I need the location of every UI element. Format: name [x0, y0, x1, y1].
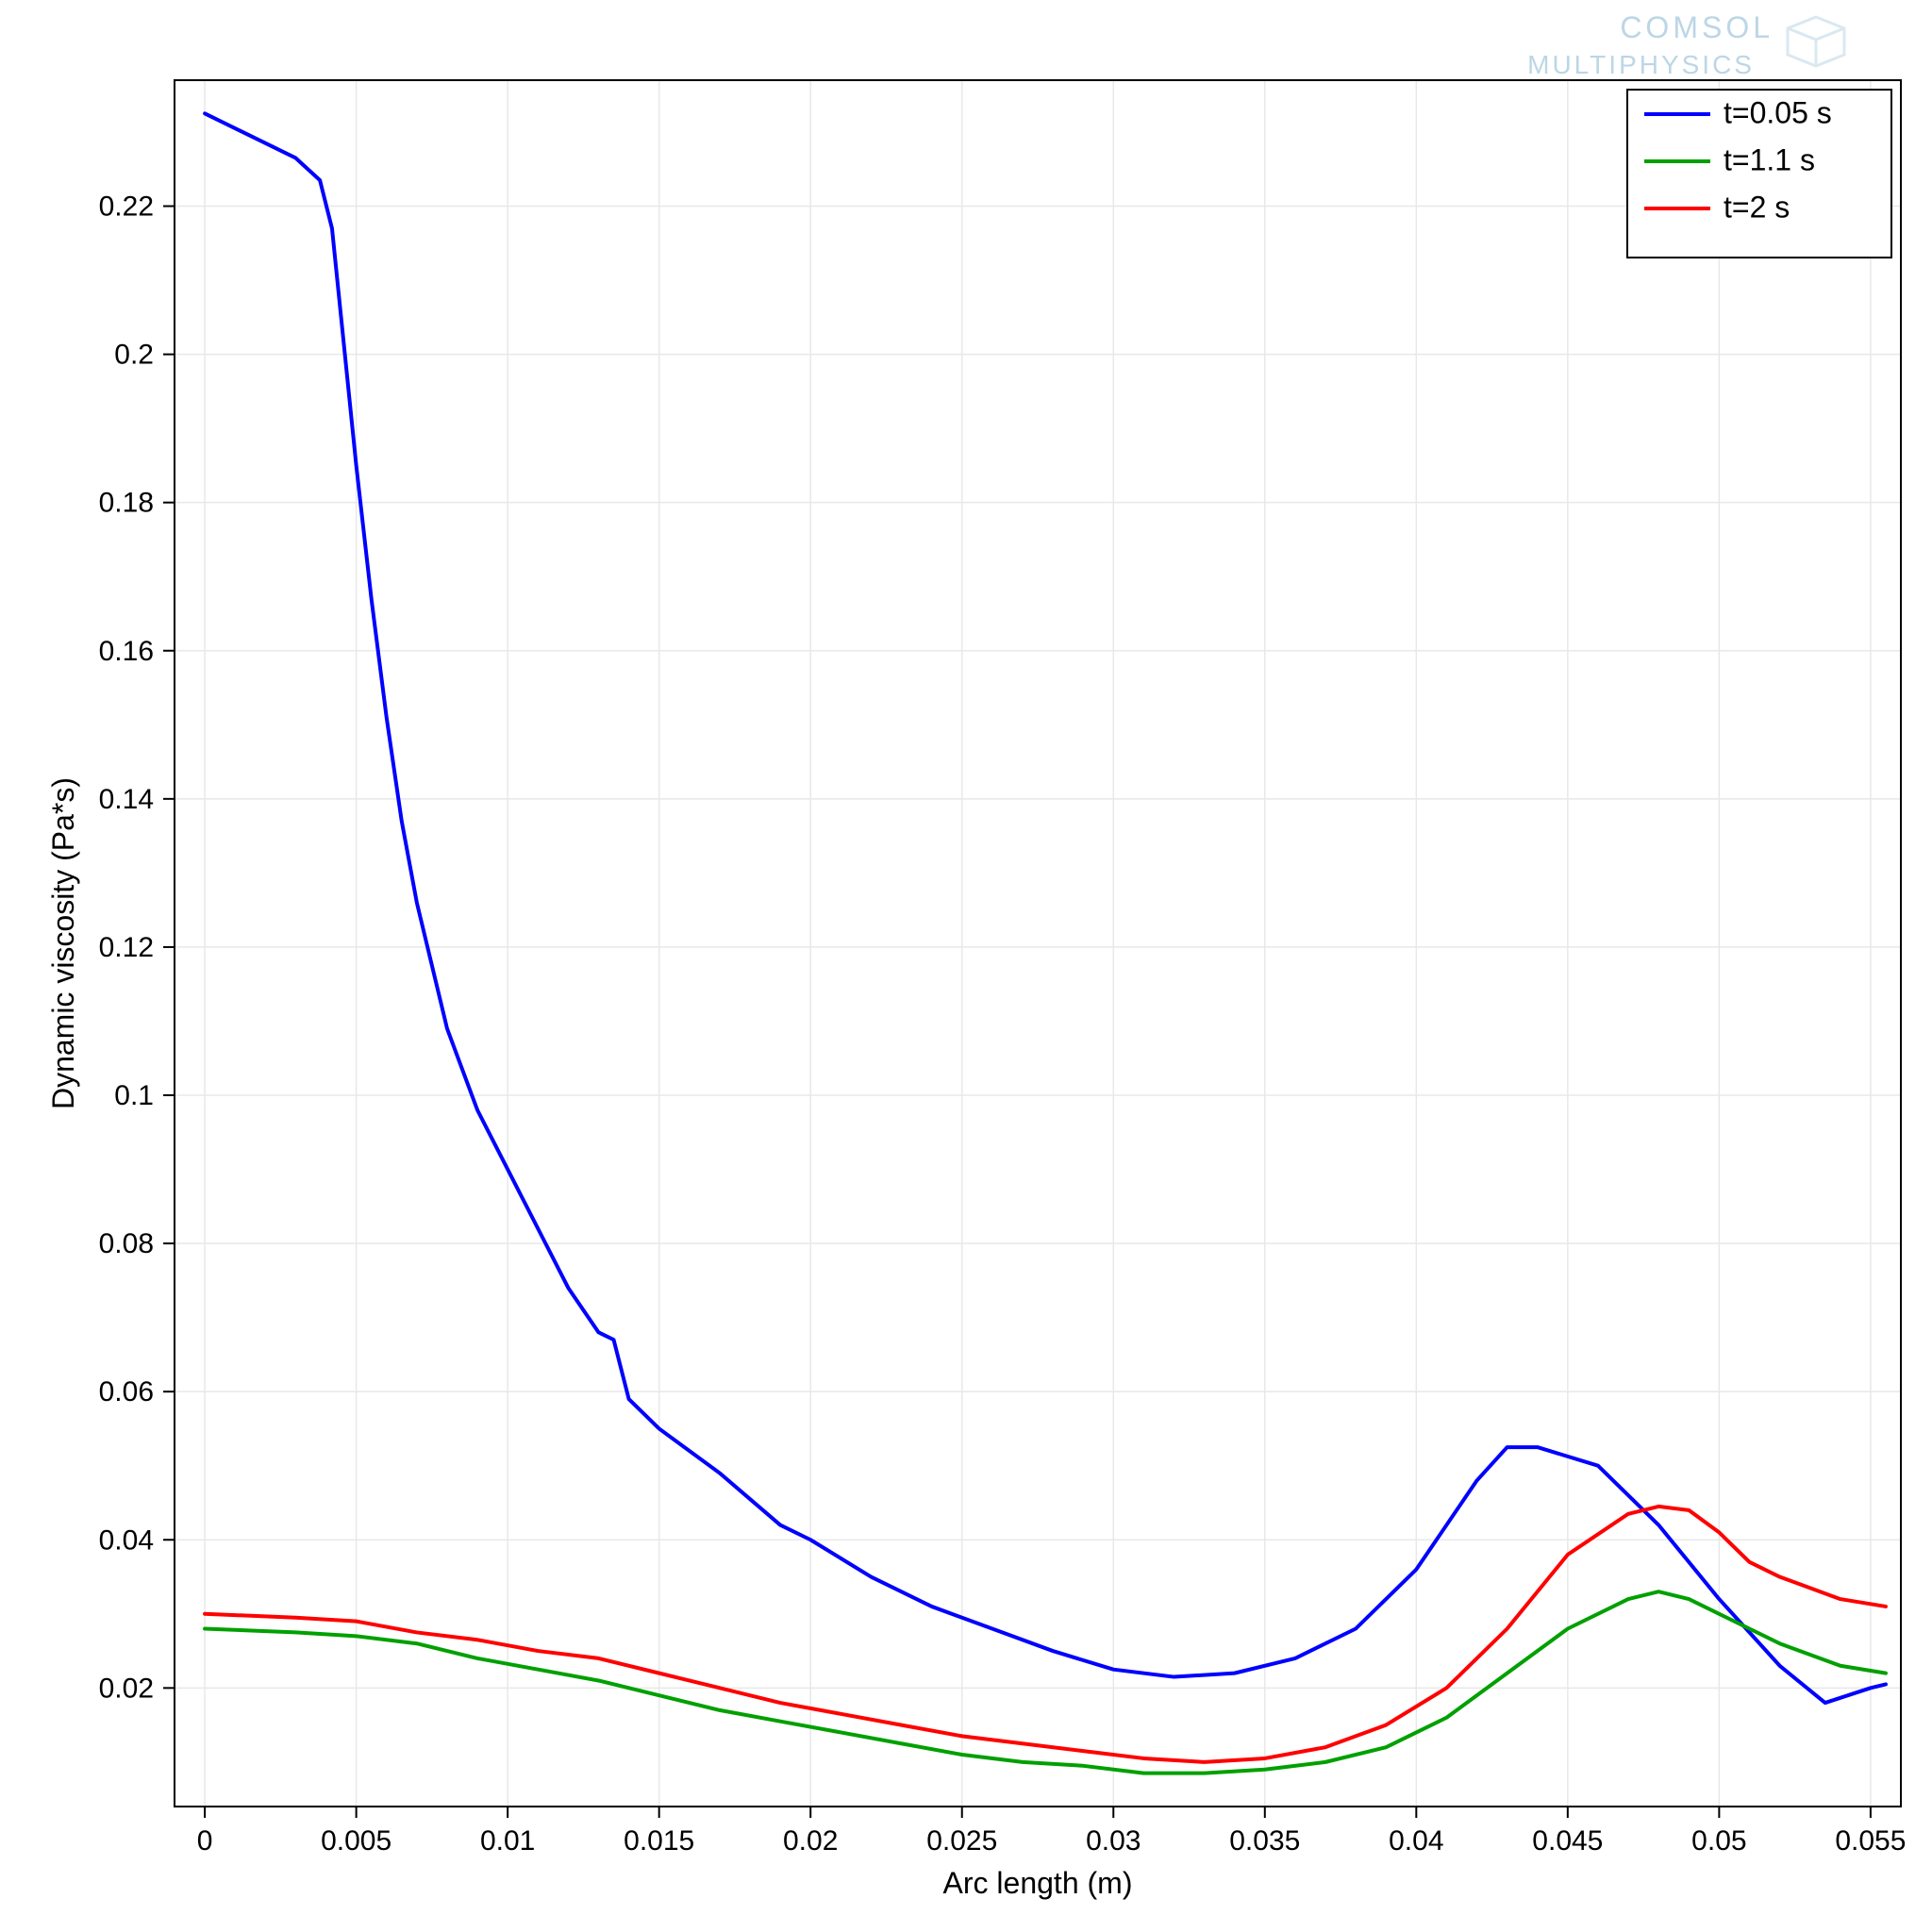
x-tick-label: 0 — [197, 1825, 213, 1857]
y-tick-label: 0.06 — [99, 1376, 154, 1407]
y-tick-label: 0.02 — [99, 1673, 154, 1704]
x-tick-label: 0.025 — [926, 1825, 997, 1857]
legend-label: t=0.05 s — [1724, 96, 1832, 130]
y-tick-label: 0.14 — [99, 784, 154, 815]
x-tick-label: 0.04 — [1389, 1825, 1443, 1857]
y-tick-label: 0.16 — [99, 636, 154, 667]
y-tick-label: 0.2 — [114, 340, 154, 371]
y-tick-label: 0.18 — [99, 488, 154, 519]
legend-label: t=2 s — [1724, 191, 1790, 225]
y-axis-label: Dynamic viscosity (Pa*s) — [46, 777, 80, 1109]
x-tick-label: 0.035 — [1229, 1825, 1300, 1857]
x-tick-label: 0.005 — [321, 1825, 391, 1857]
viscosity-line-chart: COMSOL MULTIPHYSICS 0 0.005 0.01 0.015 0.02 0.0… — [0, 0, 1932, 1932]
x-tick-label: 0.02 — [783, 1825, 838, 1857]
x-tick-label: 0.045 — [1532, 1825, 1603, 1857]
x-tick-label: 0.015 — [624, 1825, 694, 1857]
legend-label: t=1.1 s — [1724, 143, 1815, 177]
y-tick-label: 0.12 — [99, 932, 154, 963]
y-tick-label: 0.04 — [99, 1524, 154, 1556]
svg-text:COMSOL: COMSOL — [1620, 10, 1774, 44]
legend: t=0.05 s t=1.1 s t=2 s — [1627, 90, 1891, 258]
svg-text:MULTIPHYSICS: MULTIPHYSICS — [1527, 50, 1755, 79]
x-tick-label: 0.055 — [1835, 1825, 1906, 1857]
x-tick-label: 0.01 — [480, 1825, 535, 1857]
chart-container: COMSOL MULTIPHYSICS 0 0.005 0.01 0.015 0.02 0.0… — [0, 0, 1932, 1932]
y-tick-label: 0.08 — [99, 1228, 154, 1259]
x-axis-label: Arc length (m) — [943, 1866, 1133, 1900]
y-tick-label: 0.1 — [114, 1080, 154, 1111]
y-tick-label: 0.22 — [99, 192, 154, 223]
x-tick-label: 0.05 — [1691, 1825, 1746, 1857]
x-tick-label: 0.03 — [1086, 1825, 1141, 1857]
